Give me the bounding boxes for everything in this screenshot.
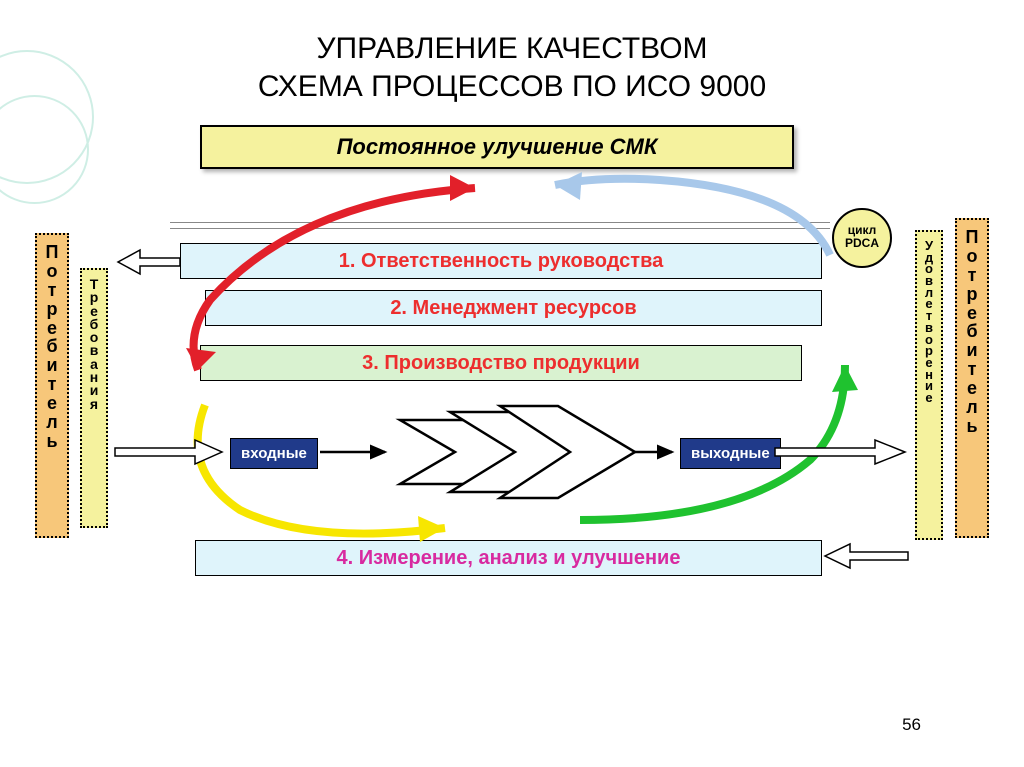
pdca-l1: цикл: [848, 223, 877, 237]
diagram-title: УПРАВЛЕНИЕ КАЧЕСТВОМ СХЕМА ПРОЦЕССОВ ПО …: [0, 0, 1024, 105]
satisfaction-box: Удовлетворение: [915, 230, 943, 540]
pdca-circle: цикл PDCA: [832, 208, 892, 268]
guide-line-1: [170, 222, 830, 223]
page-number: 56: [902, 715, 921, 735]
requirements-box: Требования: [80, 268, 108, 528]
bar-responsibility: 1. Ответственность руководства: [180, 243, 822, 279]
process-label: процесс: [483, 448, 555, 468]
arrows-overlay: [0, 0, 1024, 767]
title-line-2: СХЕМА ПРОЦЕССОВ ПО ИСО 9000: [258, 70, 766, 103]
bar-production: 3. Производство продукции: [200, 345, 802, 381]
consumer-right: Потребитель: [955, 218, 989, 538]
input-box: входные: [230, 438, 318, 469]
output-box: выходные: [680, 438, 781, 469]
pdca-l2: PDCA: [845, 236, 879, 250]
improvement-banner: Постоянное улучшение СМК: [200, 125, 794, 169]
bar-measurement: 4. Измерение, анализ и улучшение: [195, 540, 822, 576]
title-line-1: УПРАВЛЕНИЕ КАЧЕСТВОМ: [316, 32, 707, 65]
consumer-left: Потребитель: [35, 233, 69, 538]
bar-resources: 2. Менеджмент ресурсов: [205, 290, 822, 326]
guide-line-2: [170, 228, 830, 229]
